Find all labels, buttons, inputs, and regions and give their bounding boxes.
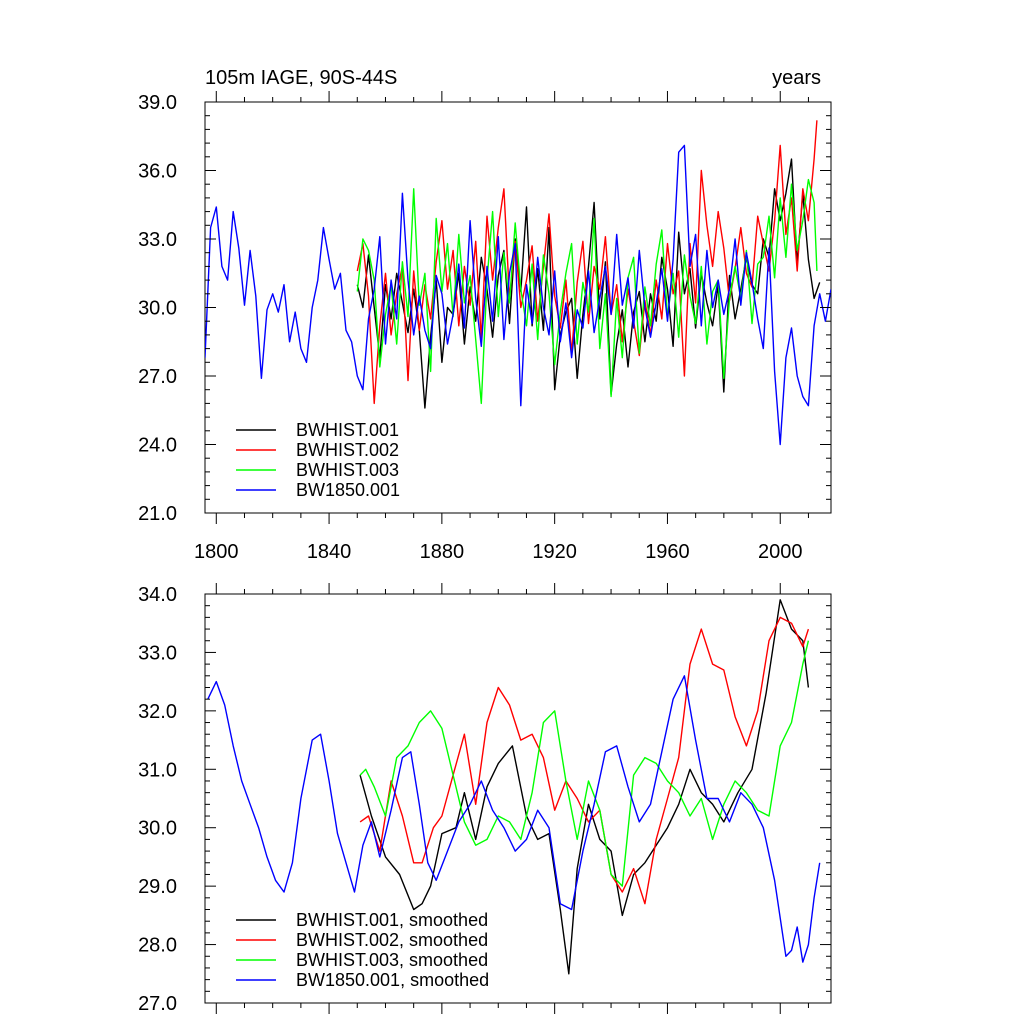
legend-label-3: BW1850.001 [296,480,400,500]
x-tick-label: 1880 [420,541,465,563]
y-tick-label: 32.0 [138,701,177,723]
y-tick-label: 29.0 [138,876,177,898]
x-tick-label: 1800 [194,541,239,563]
y-tick-label: 27.0 [138,993,177,1015]
legend-label-3: BW1850.001, smoothed [296,970,489,990]
y-tick-label: 28.0 [138,935,177,957]
top-panel: 21.0 24.0 27.0 30.0 33.0 36.0 39.0 1800 1840 1880… [138,67,832,563]
y-tick-label: 31.0 [138,759,177,781]
series-line-3 [205,144,831,446]
legend-label-2: BWHIST.003, smoothed [296,950,488,970]
legend-label-1: BWHIST.002 [296,440,399,460]
y-tick-label: 34.0 [138,584,177,606]
x-tick-label: 1840 [307,541,352,563]
series-line-2 [359,640,810,887]
legend-label-1: BWHIST.002, smoothed [296,930,488,950]
series-line-0 [359,599,810,975]
series-line-3 [207,675,821,963]
legend-label-0: BWHIST.001 [296,420,399,440]
series-group [207,599,821,975]
y-tick-label: 27.0 [138,366,177,388]
x-tick-label: 1920 [532,541,577,563]
y-tick-label: 39.0 [138,92,177,114]
legend-label-2: BWHIST.003 [296,460,399,480]
y-tick-label: 30.0 [138,818,177,840]
legend-label-0: BWHIST.001, smoothed [296,910,488,930]
series-group [205,120,831,446]
y-tick-label: 24.0 [138,435,177,457]
plot-frame [204,593,832,1004]
y-tick-label: 33.0 [138,642,177,664]
x-tick-label: 2000 [758,541,803,563]
y-tick-label: 33.0 [138,229,177,251]
x-tick-label: 1960 [645,541,690,563]
chart-title: 105m IAGE, 90S-44S [205,67,397,89]
bottom-panel: 27.0 28.0 29.0 30.0 31.0 32.0 33.0 34.0 BWHIST.0… [138,583,832,1015]
y-tick-label: 30.0 [138,298,177,320]
y-tick-label: 36.0 [138,161,177,183]
y-tick-label: 21.0 [138,503,177,525]
chart-title-right: years [772,67,821,89]
